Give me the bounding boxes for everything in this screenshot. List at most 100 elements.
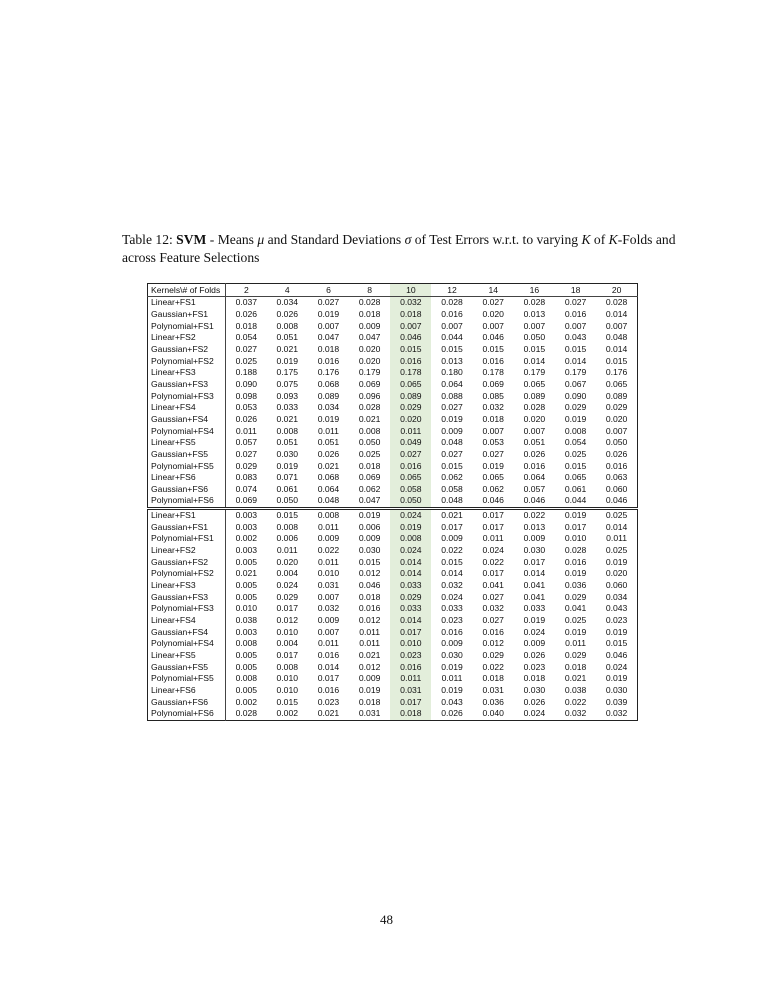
value-cell: 0.017 <box>482 568 504 579</box>
value-cell: 0.029 <box>276 591 299 602</box>
value-cell: 0.176 <box>605 367 628 378</box>
value-cell: 0.012 <box>358 661 381 672</box>
value-cell: 0.016 <box>317 650 340 661</box>
mean-row: Gaussian+FS5 0.027 0.030 0.026 0.025 0.027 0.0… <box>147 448 638 461</box>
value-cell: 0.019 <box>605 556 628 567</box>
mean-row: Linear+FS3 0.188 0.175 0.176 0.179 0.178 0.180… <box>147 366 638 379</box>
value-cell: 0.008 <box>390 533 432 545</box>
value-cell: 0.175 <box>276 367 299 378</box>
value-cell: 0.034 <box>317 402 340 413</box>
row-label: Gaussian+FS4 <box>147 626 226 639</box>
value-cell: 0.179 <box>358 367 381 378</box>
value-cell: 0.009 <box>523 638 546 649</box>
value-cell: 0.030 <box>523 545 546 556</box>
value-cell: 0.008 <box>358 425 381 436</box>
std-dev-row: Gaussian+FS6 0.002 0.015 0.023 0.018 0.017 0.0… <box>147 696 638 708</box>
row-label: Gaussian+FS3 <box>147 378 226 391</box>
value-cell: 0.026 <box>317 448 340 459</box>
mean-row: Gaussian+FS1 0.026 0.026 0.019 0.018 0.018 0.0… <box>147 308 638 321</box>
value-cell: 0.012 <box>358 568 381 579</box>
value-cell: 0.019 <box>276 355 299 366</box>
value-cell: 0.017 <box>276 650 299 661</box>
row-label: Linear+FS6 <box>147 471 226 484</box>
value-cell: 0.030 <box>358 545 381 556</box>
value-cell: 0.085 <box>482 390 504 401</box>
value-cell: 0.002 <box>276 708 299 719</box>
value-cell: 0.021 <box>276 343 299 354</box>
value-cell: 0.033 <box>390 579 432 592</box>
value-cell: 0.011 <box>390 425 432 437</box>
value-cell: 0.010 <box>564 533 587 544</box>
value-cell: 0.050 <box>358 437 381 448</box>
std-dev-row: Gaussian+FS5 0.005 0.008 0.014 0.012 0.016 0.0… <box>147 661 638 673</box>
value-cell: 0.019 <box>523 615 546 626</box>
value-cell: 0.016 <box>390 460 432 472</box>
value-cell: 0.003 <box>235 545 258 556</box>
row-label: Gaussian+FS5 <box>147 448 226 461</box>
value-cell: 0.021 <box>358 413 381 424</box>
value-cell: 0.024 <box>523 626 546 637</box>
value-cell: 0.016 <box>523 460 546 471</box>
value-cell: 0.017 <box>276 603 299 614</box>
value-cell: 0.016 <box>441 308 463 319</box>
row-label: Gaussian+FS3 <box>147 591 226 604</box>
row-label: Gaussian+FS6 <box>147 696 226 708</box>
value-cell: 0.026 <box>235 413 258 424</box>
value-cell: 0.011 <box>276 545 298 556</box>
value-cell: 0.027 <box>482 591 504 602</box>
value-cell: 0.023 <box>441 615 463 626</box>
value-cell: 0.018 <box>523 673 546 684</box>
value-cell: 0.021 <box>564 673 587 684</box>
value-cell: 0.041 <box>523 591 546 602</box>
value-cell: 0.027 <box>235 343 258 354</box>
value-cell: 0.007 <box>564 320 587 331</box>
value-cell: 0.046 <box>523 495 546 506</box>
corner-header: Kernels\# of Folds <box>147 283 226 297</box>
value-cell: 0.026 <box>235 308 258 319</box>
value-cell: 0.032 <box>564 708 587 719</box>
value-cell: 0.053 <box>482 437 504 448</box>
caption-method: SVM <box>176 232 207 247</box>
value-cell: 0.018 <box>358 308 381 319</box>
caption-sigma-symbol: σ <box>404 232 412 247</box>
value-cell: 0.032 <box>390 296 432 309</box>
value-cell: 0.020 <box>276 556 299 567</box>
value-cell: 0.026 <box>523 696 546 707</box>
value-cell: 0.008 <box>307 506 350 522</box>
value-cell: 0.057 <box>523 483 546 494</box>
row-label: Linear+FS2 <box>147 544 226 557</box>
value-cell: 0.019 <box>358 684 381 695</box>
page-number: 48 <box>380 912 393 927</box>
value-cell: 0.018 <box>317 343 340 354</box>
value-cell: 0.007 <box>441 320 463 331</box>
value-cell: 0.018 <box>358 591 381 602</box>
row-label: Polynomial+FS2 <box>147 568 226 580</box>
value-cell: 0.023 <box>390 649 432 662</box>
value-cell: 0.018 <box>358 696 381 707</box>
caption-part1: - Means <box>206 232 258 247</box>
row-label: Polynomial+FS2 <box>147 355 226 367</box>
value-cell: 0.012 <box>276 615 299 626</box>
value-cell: 0.032 <box>605 708 628 719</box>
value-cell: 0.075 <box>276 378 299 389</box>
value-cell: 0.025 <box>605 545 628 556</box>
value-cell: 0.019 <box>482 460 504 471</box>
caption-mu-symbol: μ <box>257 232 265 247</box>
value-cell: 0.038 <box>564 684 587 695</box>
value-cell: 0.046 <box>482 495 504 506</box>
table-caption: Table 12: SVM - Means μ and Standard Dev… <box>122 231 682 267</box>
value-cell: 0.048 <box>441 437 463 448</box>
value-cell: 0.025 <box>358 448 381 459</box>
value-cell: 0.046 <box>358 580 381 591</box>
value-cell: 0.009 <box>441 638 463 649</box>
value-cell: 0.010 <box>317 568 340 579</box>
value-cell: 0.028 <box>523 297 546 308</box>
value-cell: 0.020 <box>390 413 432 426</box>
std-dev-row: Linear+FS3 0.005 0.024 0.031 0.046 0.033 0.032… <box>147 579 638 592</box>
std-dev-row: Linear+FS1 0.003 0.015 0.008 0.019 0.024 0.021… <box>147 506 638 522</box>
value-cell: 0.051 <box>523 437 546 448</box>
row-label: Gaussian+FS1 <box>147 308 226 321</box>
value-cell: 0.005 <box>235 556 258 567</box>
value-cell: 0.009 <box>317 533 340 544</box>
row-label: Linear+FS3 <box>147 366 226 379</box>
